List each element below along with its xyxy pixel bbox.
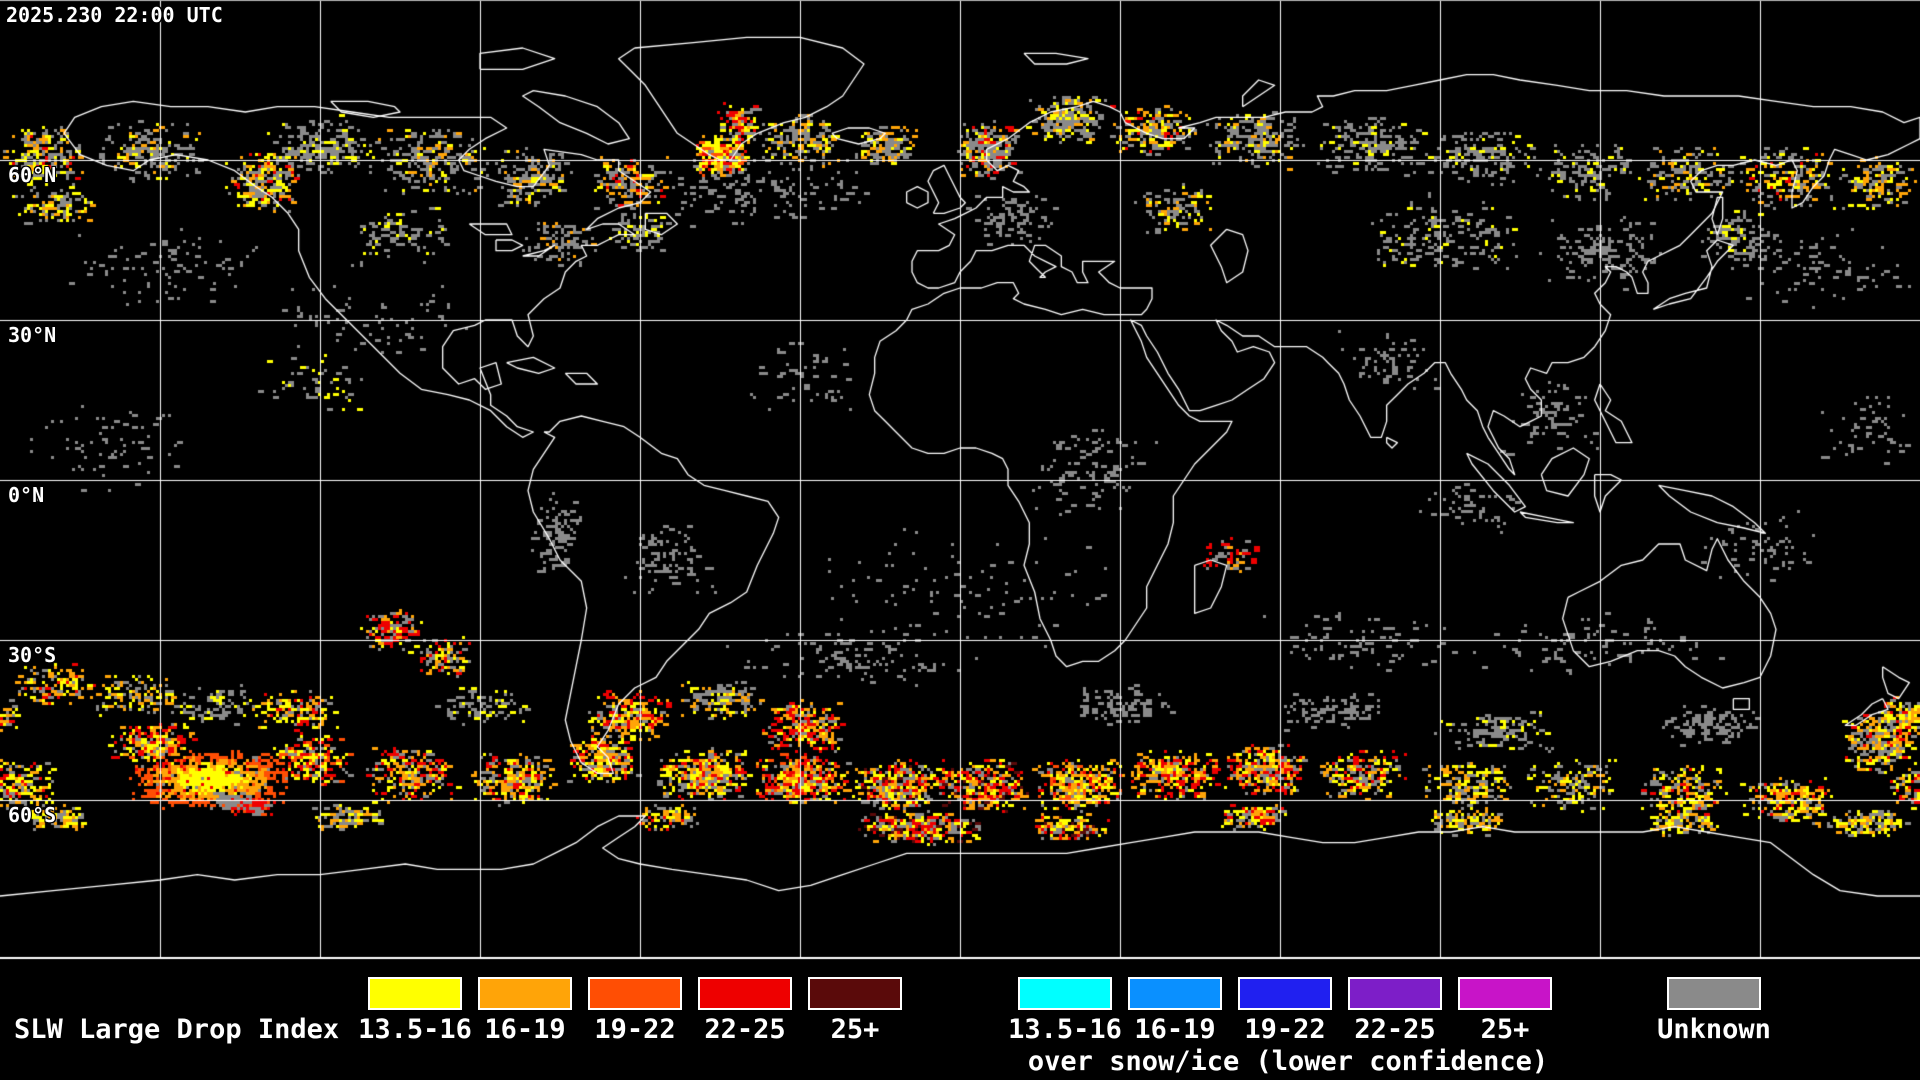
legend-ldi-label-2: 16-19 <box>484 1014 566 1045</box>
legend-unknown-swatch <box>1667 977 1761 1010</box>
legend-ldi-swatch-4 <box>698 977 792 1010</box>
latitude-label: 0°N <box>8 483 45 507</box>
legend-snowice-label-1: 13.5-16 <box>1008 1014 1122 1045</box>
legend-ldi-swatch-1 <box>368 977 462 1010</box>
world-map-canvas <box>0 0 1920 960</box>
latitude-label: 30°N <box>8 323 57 347</box>
legend-snowice-label-3: 19-22 <box>1244 1014 1326 1045</box>
latitude-label: 60°N <box>8 163 57 187</box>
legend-snowice-swatch-5 <box>1458 977 1552 1010</box>
timestamp: 2025.230 22:00 UTC <box>6 3 223 27</box>
legend-ldi-swatch-3 <box>588 977 682 1010</box>
legend-title: SLW Large Drop Index <box>14 1014 340 1045</box>
legend-ldi-swatch-5 <box>808 977 902 1010</box>
snow-ice-caption: over snow/ice (lower confidence) <box>1027 1046 1549 1077</box>
legend-snowice-swatch-2 <box>1128 977 1222 1010</box>
legend-ldi-label-4: 22-25 <box>704 1014 786 1045</box>
legend-snowice-swatch-4 <box>1348 977 1442 1010</box>
latitude-label: 60°S <box>8 803 57 827</box>
legend-snowice-label-2: 16-19 <box>1134 1014 1216 1045</box>
legend-snowice-swatch-3 <box>1238 977 1332 1010</box>
legend-ldi-label-5: 25+ <box>830 1014 880 1045</box>
legend-snowice-swatch-1 <box>1018 977 1112 1010</box>
latitude-label: 30°S <box>8 643 57 667</box>
legend-ldi-swatch-2 <box>478 977 572 1010</box>
legend-unknown-label: Unknown <box>1657 1014 1771 1045</box>
legend-ldi-label-3: 19-22 <box>594 1014 676 1045</box>
legend-snowice-label-5: 25+ <box>1480 1014 1530 1045</box>
legend-ldi-label-1: 13.5-16 <box>358 1014 472 1045</box>
legend-snowice-label-4: 22-25 <box>1354 1014 1436 1045</box>
